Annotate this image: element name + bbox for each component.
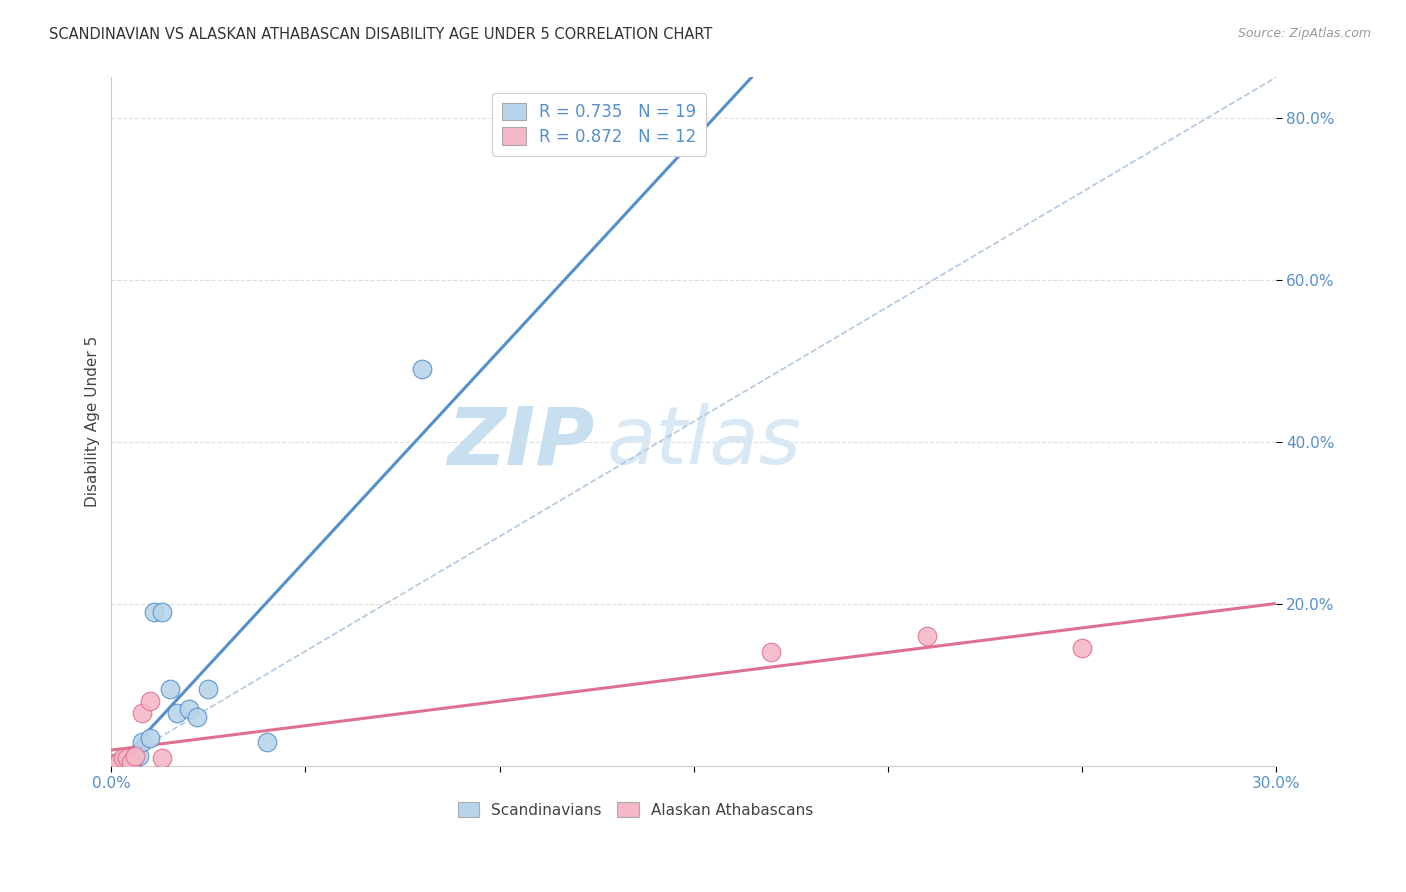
Point [128, 749, 150, 764]
Point [120, 752, 142, 766]
Point [115, 751, 138, 765]
Point [150, 751, 173, 765]
Point [150, 605, 173, 619]
Point [131, 706, 153, 721]
Point [411, 362, 433, 376]
Point [139, 694, 162, 708]
Point [120, 755, 142, 769]
Point [186, 710, 208, 724]
Text: Source: ZipAtlas.com: Source: ZipAtlas.com [1237, 27, 1371, 40]
Point [1070, 641, 1092, 656]
Point [197, 681, 219, 696]
Point [143, 605, 166, 619]
Point [131, 734, 153, 748]
Point [761, 645, 783, 659]
Point [177, 702, 200, 716]
Point [139, 731, 162, 745]
Point [108, 755, 131, 769]
Point [166, 706, 188, 721]
Point [112, 751, 135, 765]
Point [124, 749, 146, 764]
Text: atlas: atlas [606, 403, 801, 482]
Point [104, 756, 127, 771]
Text: ZIP: ZIP [447, 403, 595, 482]
Text: SCANDINAVIAN VS ALASKAN ATHABASCAN DISABILITY AGE UNDER 5 CORRELATION CHART: SCANDINAVIAN VS ALASKAN ATHABASCAN DISAB… [49, 27, 713, 42]
Point [104, 756, 127, 771]
Point [108, 756, 131, 770]
Point [256, 734, 278, 748]
Y-axis label: Disability Age Under 5: Disability Age Under 5 [86, 336, 100, 508]
Point [159, 681, 181, 696]
Point [124, 751, 146, 765]
Point [915, 629, 938, 643]
Point [115, 754, 138, 768]
Legend: Scandinavians, Alaskan Athabascans: Scandinavians, Alaskan Athabascans [451, 796, 820, 823]
Point [112, 756, 135, 770]
Point [112, 754, 135, 768]
